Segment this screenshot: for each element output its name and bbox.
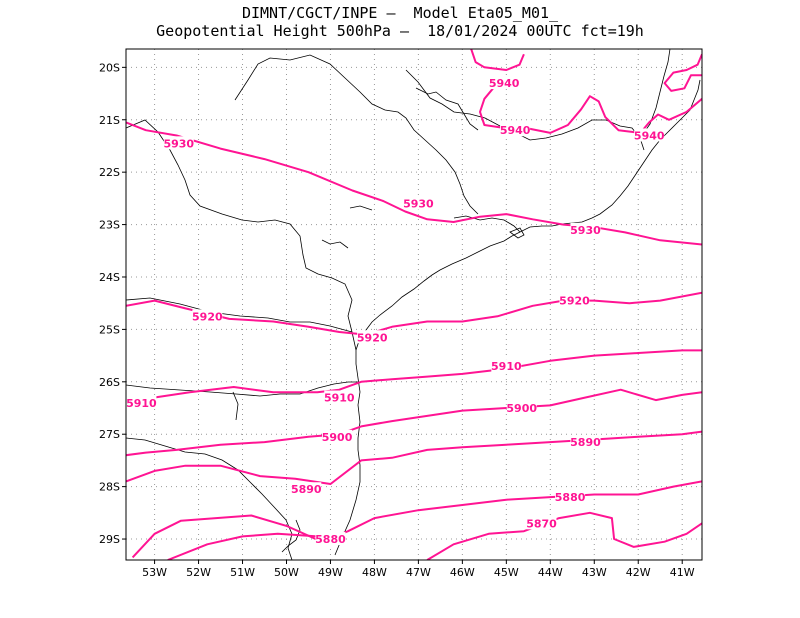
- title-line-2: Geopotential Height 500hPa — 18/01/2024 …: [156, 22, 644, 40]
- contour-label: 5910: [491, 360, 522, 373]
- contour-5870: [167, 532, 318, 560]
- contour-label-bg: [634, 128, 665, 142]
- contour-5870: [426, 511, 702, 560]
- lat-tick-label: 29S: [99, 533, 120, 546]
- lon-tick-label: 48W: [362, 566, 387, 579]
- coastline-island: [509, 227, 525, 239]
- contour-label-bg: [315, 532, 346, 546]
- contour-label-bg: [192, 309, 223, 323]
- contour-label: 5870: [526, 517, 557, 530]
- map-frame: [125, 48, 703, 561]
- contour-label: 5940: [500, 124, 531, 137]
- contour-label: 5940: [489, 77, 520, 90]
- contour-label: 5880: [555, 491, 586, 504]
- contour-5900: [126, 388, 702, 457]
- contour-label-bg: [570, 222, 601, 236]
- axis-ticks: 53W 52W 51W 50W 49W 48W 47W 46W 45W 44W 43W 42W 41W 2…: [99, 61, 695, 579]
- contour-label-bg: [163, 136, 194, 150]
- state-border: [126, 119, 357, 351]
- lon-tick-label: 51W: [230, 566, 255, 579]
- lagoon: [281, 519, 301, 553]
- state-border: [234, 54, 479, 215]
- contour-label-bg: [291, 482, 322, 496]
- lat-tick-label: 23S: [99, 219, 120, 232]
- lon-tick-label: 46W: [450, 566, 475, 579]
- contour-label-bg: [491, 359, 522, 373]
- coastline: [334, 79, 701, 556]
- contour-label-bg: [403, 196, 434, 210]
- contour-label-bg: [324, 390, 355, 404]
- lon-tick-label: 45W: [494, 566, 519, 579]
- contour-label-bg: [126, 395, 157, 409]
- contour-label: 5930: [163, 137, 194, 150]
- lat-tick-label: 24S: [99, 271, 120, 284]
- lat-tick-label: 26S: [99, 376, 120, 389]
- river: [415, 87, 479, 131]
- coastlines-and-borders: [126, 49, 701, 560]
- contour-5930: [126, 121, 702, 246]
- contour-5910: [132, 349, 702, 402]
- lat-tick-label: 25S: [99, 323, 120, 336]
- geopotential-contours: [126, 49, 702, 560]
- lon-tick-label: 42W: [626, 566, 651, 579]
- lon-tick-label: 50W: [274, 566, 299, 579]
- lat-tick-label: 27S: [99, 428, 120, 441]
- state-border: [639, 49, 671, 139]
- lon-tick-label: 44W: [538, 566, 563, 579]
- lon-tick-label: 53W: [142, 566, 167, 579]
- state-border: [405, 69, 645, 151]
- title-line-1: DIMNT/CGCT/INPE — Model Eta05_M01_: [241, 4, 559, 22]
- contour-label: 5930: [403, 198, 434, 211]
- contour-5940: [663, 53, 702, 92]
- contour-label: 5890: [291, 483, 322, 496]
- river: [321, 239, 349, 249]
- contour-label: 5900: [506, 402, 537, 415]
- lon-tick-label: 49W: [318, 566, 343, 579]
- lon-tick-label: 41W: [670, 566, 695, 579]
- contour-labels: 5940 5940 5940 5930 5930 5930 5920 5920 5920 5910…: [126, 76, 665, 546]
- contour-label: 5910: [324, 392, 355, 405]
- contour-label-bg: [506, 401, 537, 415]
- contour-label-bg: [570, 435, 601, 449]
- contour-label: 5940: [634, 129, 665, 142]
- contour-label: 5910: [126, 397, 157, 410]
- contour-label-bg: [500, 123, 531, 137]
- contour-label: 5890: [570, 436, 601, 449]
- contour-5940: [470, 49, 525, 71]
- contour-5940: [479, 87, 702, 134]
- state-border: [126, 381, 358, 397]
- contour-5890: [126, 430, 702, 485]
- contour-label: 5900: [322, 431, 353, 444]
- coastline-bay: [453, 215, 521, 233]
- contour-label: 5880: [315, 533, 346, 546]
- state-border: [126, 297, 353, 333]
- contour-label-bg: [526, 516, 557, 530]
- contour-5880: [131, 480, 702, 559]
- contour-label-bg: [357, 330, 388, 344]
- lat-tick-label: 20S: [99, 61, 120, 74]
- contour-label-bg: [555, 490, 586, 504]
- contour-label-bg: [559, 293, 590, 307]
- contour-label: 5920: [559, 295, 590, 308]
- lat-tick-label: 22S: [99, 166, 120, 179]
- lat-tick-label: 21S: [99, 114, 120, 127]
- contour-label-bg: [489, 76, 520, 90]
- country-border: [126, 437, 293, 560]
- lon-tick-label: 47W: [406, 566, 431, 579]
- lat-tick-label: 28S: [99, 481, 120, 494]
- country-border: [232, 391, 239, 421]
- contour-label: 5930: [570, 224, 601, 237]
- contour-label: 5920: [192, 310, 223, 323]
- contour-label: 5920: [357, 331, 388, 344]
- graticule: [126, 49, 702, 560]
- lon-tick-label: 52W: [186, 566, 211, 579]
- river: [349, 205, 373, 211]
- lon-tick-label: 43W: [582, 566, 607, 579]
- contour-label-bg: [322, 429, 353, 443]
